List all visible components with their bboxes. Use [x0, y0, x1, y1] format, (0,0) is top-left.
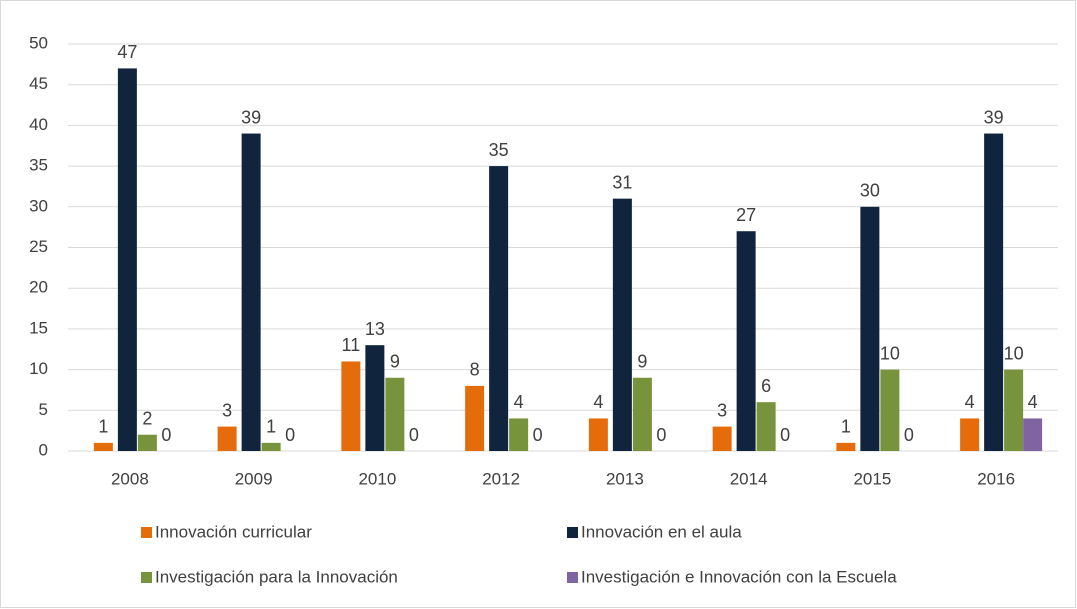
bar: [137, 434, 157, 451]
y-tick-label: 40: [29, 115, 48, 134]
legend-label: Investigación para la Innovación: [155, 567, 398, 586]
y-tick-label: 50: [29, 33, 48, 52]
legend-label: Innovación en el aula: [581, 522, 742, 541]
value-label: 10: [1004, 343, 1024, 363]
value-label: 4: [1028, 392, 1038, 412]
value-label: 1: [266, 417, 276, 437]
value-label: 8: [470, 360, 480, 380]
value-label: 27: [736, 205, 756, 225]
x-tick-label: 2016: [977, 469, 1015, 488]
y-tick-label: 5: [39, 400, 48, 419]
value-label: 1: [98, 417, 108, 437]
legend-swatch: [567, 527, 578, 538]
value-label: 47: [117, 42, 137, 62]
bar: [217, 426, 237, 451]
x-tick-label: 2015: [853, 469, 891, 488]
y-tick-label: 45: [29, 74, 48, 93]
y-tick-label: 35: [29, 156, 48, 175]
value-label: 39: [984, 107, 1004, 127]
bar: [385, 377, 405, 451]
legend-label: Investigación e Innovación con la Escuel…: [581, 567, 897, 586]
value-label: 39: [241, 107, 261, 127]
value-label: 1: [841, 417, 851, 437]
bar: [836, 442, 856, 451]
bar: [489, 166, 509, 451]
value-label: 31: [612, 172, 632, 192]
value-label: 4: [965, 392, 975, 412]
x-tick-label: 2013: [606, 469, 644, 488]
value-label: 0: [656, 425, 666, 445]
value-label: 11: [342, 335, 361, 355]
bar: [736, 231, 756, 451]
legend-swatch: [567, 572, 578, 583]
value-label: 2: [142, 408, 152, 428]
value-label: 10: [880, 343, 900, 363]
x-tick-label: 2008: [111, 469, 149, 488]
bar: [465, 385, 485, 451]
bar: [261, 442, 281, 451]
value-label: 0: [904, 425, 914, 445]
value-label: 0: [409, 425, 419, 445]
x-tick-label: 2012: [482, 469, 520, 488]
bar: [984, 133, 1004, 452]
bar: [365, 345, 385, 451]
value-label: 9: [390, 351, 400, 371]
value-label: 35: [489, 140, 509, 160]
y-tick-label: 25: [29, 237, 48, 256]
bar: [241, 133, 261, 452]
bar: [117, 68, 137, 452]
y-tick-label: 20: [29, 278, 48, 297]
y-tick-label: 30: [29, 196, 48, 215]
bar: [960, 418, 980, 451]
bar: [1023, 418, 1043, 451]
value-label: 0: [533, 425, 543, 445]
bar: [1004, 369, 1024, 451]
bar: [756, 402, 776, 451]
value-label: 4: [514, 392, 524, 412]
bar: [612, 198, 632, 451]
value-label: 0: [285, 425, 295, 445]
value-label: 4: [593, 392, 603, 412]
value-label: 13: [365, 319, 385, 339]
legend-swatch: [141, 572, 152, 583]
bar: [712, 426, 732, 451]
y-tick-label: 15: [29, 318, 48, 337]
y-tick-label: 10: [29, 359, 48, 378]
value-label: 30: [860, 181, 880, 201]
bar: [588, 418, 608, 451]
legend-swatch: [141, 527, 152, 538]
x-tick-label: 2010: [358, 469, 396, 488]
bar: [860, 206, 880, 451]
bar: [93, 442, 113, 451]
value-label: 0: [780, 425, 790, 445]
legend-label: Innovación curricular: [155, 522, 312, 541]
value-label: 3: [717, 400, 727, 420]
value-label: 9: [637, 351, 647, 371]
bar: [880, 369, 900, 451]
bar: [341, 361, 361, 451]
x-tick-label: 2009: [235, 469, 273, 488]
bar: [509, 418, 529, 451]
bar: [632, 377, 652, 451]
value-label: 0: [161, 425, 171, 445]
y-tick-label: 0: [39, 440, 48, 459]
x-tick-label: 2014: [730, 469, 768, 488]
value-label: 3: [222, 400, 232, 420]
value-label: 6: [761, 376, 771, 396]
